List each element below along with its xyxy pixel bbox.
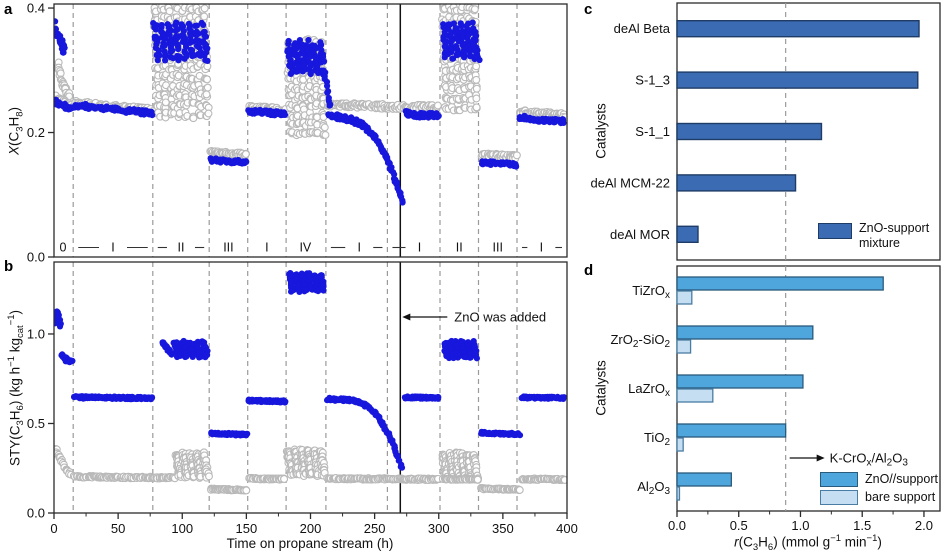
svg-text:0.5: 0.5 — [730, 518, 748, 533]
panel-b-reference-series — [54, 445, 567, 495]
zno-support-mixture-swatch — [818, 223, 852, 239]
bar — [676, 225, 699, 244]
bar — [676, 174, 797, 192]
svg-text:Al2O3: Al2O3 — [637, 479, 670, 497]
svg-text:LaZrOx: LaZrOx — [628, 381, 670, 399]
svg-text:1.5: 1.5 — [853, 518, 871, 533]
svg-text:III: III — [493, 241, 503, 255]
svg-text:0.0: 0.0 — [668, 518, 686, 533]
bar — [676, 71, 919, 89]
panel-d-legend: ZnO//support bare support — [820, 472, 938, 508]
svg-text:ZnO was added: ZnO was added — [454, 310, 546, 325]
zno-added-annotation: ZnO was added — [402, 310, 546, 325]
panel-b-x-axis-title: Time on propane stream (h) — [226, 536, 394, 551]
bar-zno-support — [676, 472, 732, 487]
svg-text:100: 100 — [171, 521, 193, 536]
svg-text:50: 50 — [111, 521, 125, 536]
zno-support-swatch — [820, 472, 858, 487]
svg-text:0: 0 — [50, 521, 57, 536]
bar-bare-support — [676, 339, 692, 354]
bar-zno-support — [676, 276, 884, 291]
svg-text:TiO2: TiO2 — [644, 430, 670, 448]
zno-support-label: ZnO//support — [865, 472, 938, 486]
svg-text:I: I — [357, 241, 360, 255]
panel-b-y-axis-title: STY(C3H6) (kg h−1 kgcat−1) — [5, 310, 27, 466]
panel-d-x-axis-title: r(C3H6) (mmol g−1 min−1) — [734, 533, 882, 554]
svg-text:0.4: 0.4 — [27, 1, 45, 16]
zno-support-mixture-label: ZnO-support mixture — [859, 221, 930, 250]
svg-text:I: I — [540, 241, 543, 255]
panel-b-zno-series — [54, 270, 567, 471]
svg-text:I: I — [418, 241, 421, 255]
bare-support-swatch — [820, 490, 858, 505]
svg-text:150: 150 — [236, 521, 258, 536]
svg-text:III: III — [223, 241, 233, 255]
svg-text:200: 200 — [300, 521, 322, 536]
svg-text:deAl MCM-22: deAl MCM-22 — [591, 175, 670, 190]
panel-letter-a: a — [4, 1, 13, 18]
panel-letter-c: c — [584, 1, 593, 18]
svg-text:300: 300 — [428, 521, 450, 536]
svg-text:400: 400 — [556, 521, 578, 536]
panel-a-y-axis-title: X(C3H8) — [6, 106, 26, 156]
bar — [676, 122, 823, 141]
svg-text:IV: IV — [299, 241, 311, 255]
cycle-labels: 0 I II III I IV I I II III I — [60, 241, 562, 255]
axis-ticks: 0.0 0.2 0.4 0.0 0.5 1.0 0 50 100 150 200 250 300 350 4… — [27, 1, 933, 536]
svg-text:I: I — [265, 241, 268, 255]
svg-text:2.0: 2.0 — [915, 518, 933, 533]
svg-text:ZrO2-SiO2: ZrO2-SiO2 — [610, 332, 670, 350]
panel-d-y-axis-title: Catalysts — [593, 360, 609, 416]
panel-a-frame — [53, 3, 568, 258]
kcrox-annotation: K-CrOx/Al2O3 — [789, 451, 909, 469]
bar — [676, 20, 920, 38]
panel-a-reference-series — [54, 4, 567, 163]
bar-bare-support — [676, 437, 684, 452]
svg-text:deAl Beta: deAl Beta — [614, 21, 671, 36]
panel-d-bars: TiZrOx ZrO2-SiO2 LaZrOx TiO2 Al2O3 — [610, 276, 884, 501]
bar-bare-support — [676, 388, 714, 403]
svg-text:II: II — [456, 241, 463, 255]
panel-c-legend: ZnO-support mixture — [818, 221, 929, 251]
svg-text:TiZrOx: TiZrOx — [632, 283, 670, 301]
svg-text:I: I — [111, 241, 114, 255]
svg-text:0: 0 — [60, 241, 67, 255]
svg-text:0.0: 0.0 — [27, 506, 45, 521]
svg-text:II: II — [177, 241, 184, 255]
svg-text:1.0: 1.0 — [791, 518, 809, 533]
bar-zno-support — [676, 325, 814, 340]
panel-c-bars: deAl Beta S-1_3 S-1_1 deAl MCM-22 deAl MOR — [591, 20, 920, 244]
bar-zno-support — [676, 374, 804, 389]
bar-zno-support — [676, 423, 787, 438]
panel-a-zno-series — [54, 18, 567, 206]
svg-text:0.0: 0.0 — [27, 250, 45, 265]
svg-text:350: 350 — [492, 521, 514, 536]
panel-letter-b: b — [4, 258, 14, 275]
svg-text:deAl MOR: deAl MOR — [610, 227, 670, 242]
svg-text:1.0: 1.0 — [27, 326, 45, 341]
svg-text:0.2: 0.2 — [27, 125, 45, 140]
svg-text:0.5: 0.5 — [27, 416, 45, 431]
bar-bare-support — [676, 290, 693, 305]
svg-text:250: 250 — [364, 521, 386, 536]
panel-letter-d: d — [584, 262, 594, 279]
svg-text:K-CrOx/Al2O3: K-CrOx/Al2O3 — [830, 451, 909, 469]
svg-text:S-1_3: S-1_3 — [635, 73, 670, 88]
bar-bare-support — [676, 486, 681, 501]
svg-text:S-1_1: S-1_1 — [635, 124, 670, 139]
bare-support-label: bare support — [865, 490, 936, 504]
panel-c-y-axis-title: Catalysts — [593, 103, 609, 159]
